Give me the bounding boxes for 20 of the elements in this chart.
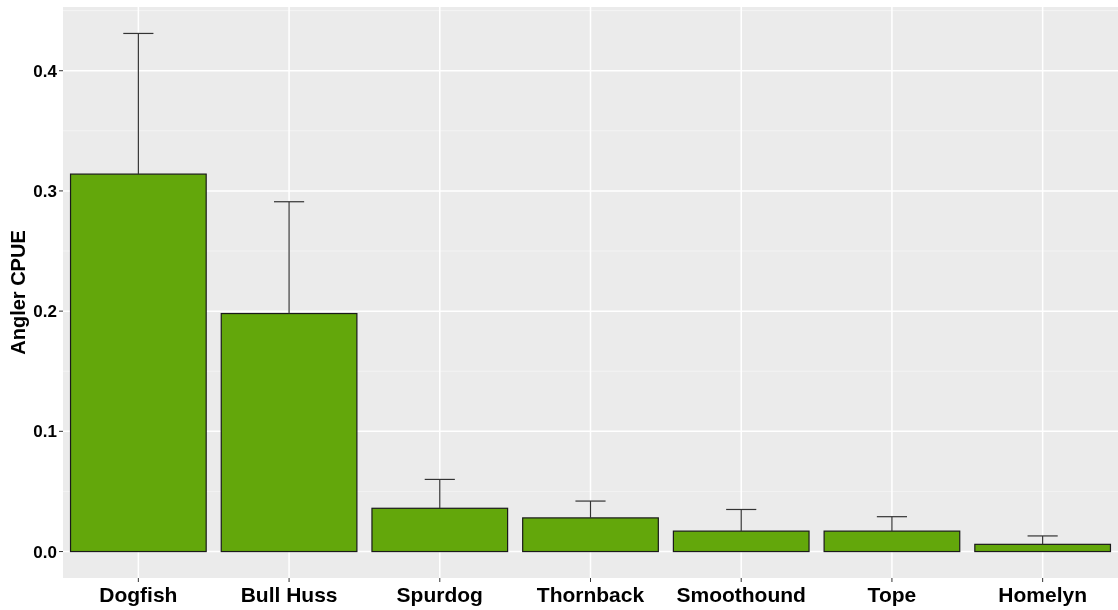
- bar: [672, 530, 810, 553]
- bar: [220, 312, 358, 553]
- y-tick-label: 0.3: [33, 181, 57, 201]
- bar: [371, 507, 509, 553]
- x-tick-label: Spurdog: [396, 583, 483, 606]
- y-tick-label: 0.2: [33, 302, 57, 322]
- x-tick-label: Smoothound: [676, 583, 806, 606]
- bar: [823, 530, 961, 553]
- bar: [522, 517, 659, 553]
- y-axis-title: Angler CPUE: [7, 230, 29, 355]
- bar: [974, 543, 1112, 553]
- y-tick-label: 0.0: [33, 542, 57, 562]
- x-tick-label: Dogfish: [99, 583, 178, 606]
- y-tick-label: 0.1: [33, 422, 57, 442]
- x-tick-label: Bull Huss: [240, 583, 338, 606]
- x-tick-label: Thornback: [536, 583, 645, 606]
- y-tick-label: 0.4: [33, 61, 58, 81]
- bar: [69, 173, 207, 553]
- x-tick-label: Homelyn: [998, 583, 1087, 606]
- x-tick-label: Tope: [867, 583, 917, 606]
